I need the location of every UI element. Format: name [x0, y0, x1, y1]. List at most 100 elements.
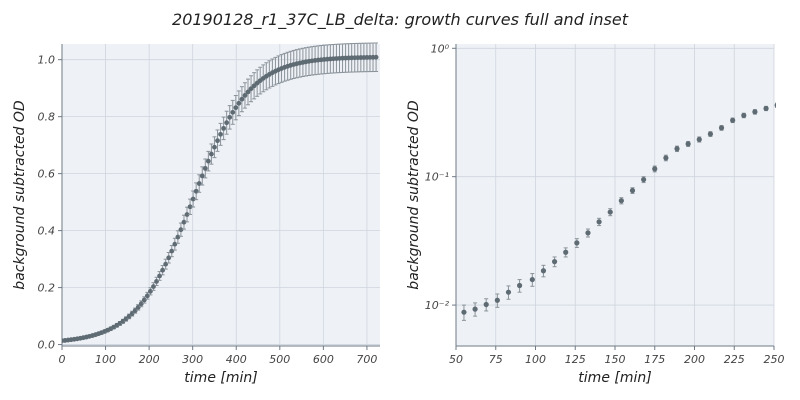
data-point [529, 276, 535, 283]
data-point [163, 261, 169, 267]
x-tick-label: 200 [684, 353, 705, 366]
data-point [227, 114, 233, 120]
y-tick-label: 1.0 [38, 54, 56, 67]
data-point [215, 138, 220, 144]
data-point [763, 105, 769, 112]
data-point [144, 293, 150, 299]
x-tick-label: 0 [59, 353, 66, 366]
data-point [585, 230, 591, 236]
data-point [674, 146, 680, 152]
y-axis-label: background subtracted OD [12, 100, 28, 290]
data-point [607, 209, 613, 215]
data-point [151, 284, 156, 289]
y-tick-label: 10⁻² [425, 299, 450, 312]
panel-inset-log-curve: 50 75 100 125 150 175 200 225 250 10⁻² 10⁻¹ 10⁰ time… [406, 42, 785, 386]
x-tick-label: 600 [313, 353, 334, 366]
data-point [209, 151, 214, 157]
x-tick-label: 175 [644, 353, 665, 366]
data-point [132, 308, 138, 314]
x-tick-label: 125 [565, 353, 586, 366]
figure-title: 20190128_r1_37C_LB_delta: growth curves … [172, 10, 628, 29]
x-axis-label: time [min] [578, 370, 651, 386]
data-point [138, 301, 144, 307]
plot-area [62, 44, 380, 346]
data-point [741, 112, 747, 119]
data-point [233, 105, 239, 111]
data-point [629, 187, 636, 194]
data-point [212, 144, 217, 150]
data-point [730, 117, 736, 123]
data-point [187, 204, 193, 210]
data-point [245, 89, 251, 95]
data-point [169, 248, 175, 254]
data-point [641, 176, 647, 183]
data-series [461, 102, 776, 321]
y-tick-label: 0.6 [38, 168, 56, 181]
y-tick-label: 10⁻¹ [425, 171, 449, 184]
data-point [148, 288, 153, 294]
data-point [224, 120, 230, 126]
data-point [696, 136, 702, 143]
x-tick-label: 250 [764, 353, 785, 366]
data-point [517, 282, 523, 289]
y-tick-label: 0.2 [38, 282, 56, 295]
data-point [239, 96, 245, 102]
x-tick-label: 100 [95, 353, 116, 366]
data-point [221, 125, 227, 131]
data-point [472, 306, 478, 312]
x-tick-label: 400 [226, 353, 247, 366]
data-point [236, 100, 242, 106]
data-point [483, 301, 489, 308]
data-point [172, 241, 178, 247]
data-point [752, 109, 758, 115]
data-point [774, 102, 776, 108]
data-point [202, 166, 208, 171]
data-point [193, 188, 199, 194]
x-tick-label: 150 [605, 353, 626, 366]
data-point [181, 219, 187, 225]
x-tick-label: 500 [269, 353, 290, 366]
data-point [129, 311, 135, 317]
y-axis-label: background subtracted OD [406, 100, 422, 290]
data-point [574, 240, 580, 246]
x-tick-label: 700 [356, 353, 377, 366]
data-series [62, 42, 379, 344]
y-tick-label: 0.8 [38, 111, 56, 124]
x-tick-label: 50 [449, 353, 463, 366]
data-point [175, 234, 181, 240]
data-point [154, 278, 159, 284]
y-tick-label: 0.0 [38, 339, 56, 352]
data-point [596, 219, 602, 225]
data-point [184, 212, 190, 217]
data-point [178, 227, 184, 233]
y-tick-label: 10⁰ [431, 42, 450, 55]
data-point [157, 273, 162, 279]
data-point [663, 155, 669, 161]
data-point [461, 309, 467, 315]
x-tick-label: 300 [182, 353, 203, 366]
data-point [505, 289, 512, 295]
data-point [618, 198, 624, 204]
data-point [652, 166, 658, 172]
data-point [685, 141, 691, 147]
data-point [135, 304, 141, 310]
data-point [551, 259, 558, 265]
data-point [126, 314, 132, 319]
data-point [373, 54, 379, 60]
x-tick-label: 100 [525, 353, 546, 366]
data-point [205, 158, 211, 164]
data-point [166, 255, 172, 261]
y-tick-label: 0.4 [38, 225, 56, 238]
data-point [160, 267, 166, 273]
x-tick-label: 225 [724, 353, 745, 366]
data-point [141, 297, 147, 303]
data-point [218, 131, 223, 137]
data-point [248, 86, 254, 92]
data-point [242, 93, 248, 98]
data-point [199, 173, 205, 179]
data-point [718, 125, 725, 131]
data-point [563, 249, 569, 255]
data-point [230, 109, 236, 115]
data-point [494, 297, 500, 303]
